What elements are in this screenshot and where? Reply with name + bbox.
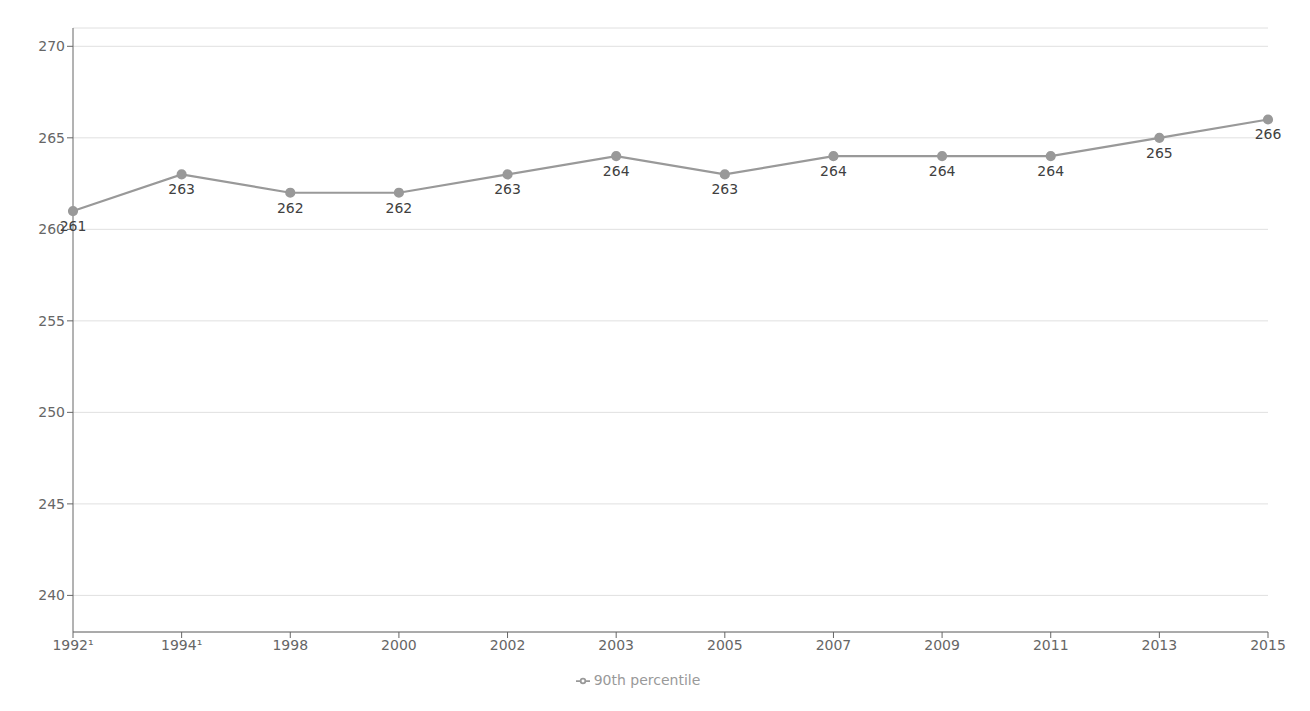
svg-text:263: 263 xyxy=(711,181,738,197)
svg-text:2000: 2000 xyxy=(381,637,417,653)
svg-text:2009: 2009 xyxy=(924,637,960,653)
svg-text:250: 250 xyxy=(38,404,65,420)
svg-text:1994¹: 1994¹ xyxy=(161,637,202,653)
svg-text:264: 264 xyxy=(1037,163,1064,179)
svg-text:264: 264 xyxy=(820,163,847,179)
svg-text:262: 262 xyxy=(386,200,413,216)
svg-text:255: 255 xyxy=(38,313,65,329)
svg-text:2002: 2002 xyxy=(490,637,526,653)
svg-text:240: 240 xyxy=(38,587,65,603)
svg-text:2011: 2011 xyxy=(1033,637,1069,653)
svg-text:262: 262 xyxy=(277,200,304,216)
svg-text:1998: 1998 xyxy=(272,637,308,653)
svg-text:266: 266 xyxy=(1255,126,1282,142)
svg-text:264: 264 xyxy=(929,163,956,179)
svg-text:2003: 2003 xyxy=(598,637,634,653)
svg-text:2007: 2007 xyxy=(816,637,852,653)
svg-text:263: 263 xyxy=(494,181,521,197)
svg-text:260: 260 xyxy=(38,221,65,238)
svg-text:263: 263 xyxy=(168,181,195,197)
svg-text:270: 270 xyxy=(38,38,65,54)
svg-text:261: 261 xyxy=(60,218,87,234)
svg-text:264: 264 xyxy=(603,163,630,179)
svg-text:2005: 2005 xyxy=(707,637,743,653)
svg-text:245: 245 xyxy=(38,496,65,512)
svg-text:1992¹: 1992¹ xyxy=(52,637,93,653)
html-text:90th percentile: 90th percentile xyxy=(593,672,701,688)
svg-text:265: 265 xyxy=(1146,145,1173,161)
svg-text:2015: 2015 xyxy=(1250,637,1286,653)
svg-text:265: 265 xyxy=(38,130,65,146)
svg-text:2013: 2013 xyxy=(1142,637,1178,653)
